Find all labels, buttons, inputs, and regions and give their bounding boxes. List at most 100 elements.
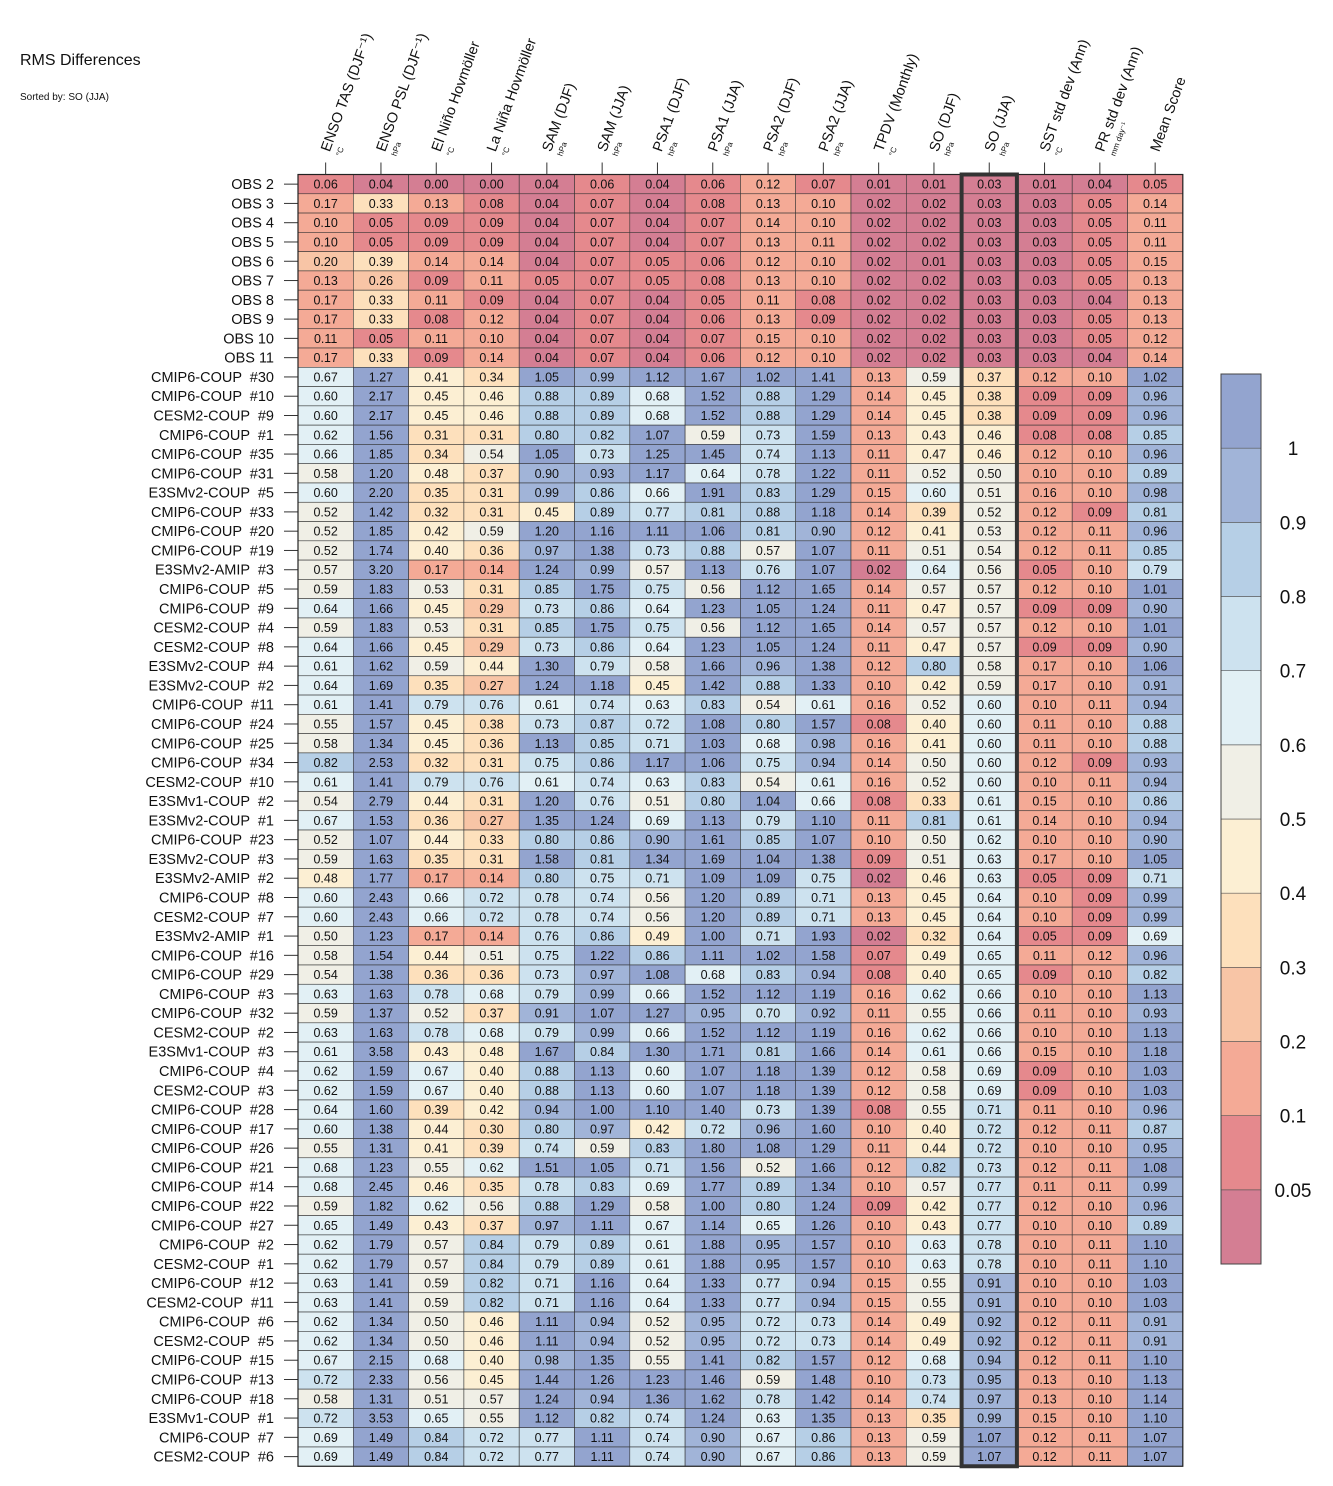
cell-value: 0.12	[1032, 1122, 1056, 1136]
cell-value: 0.17	[1032, 679, 1056, 693]
cell-value: 0.96	[1143, 390, 1167, 404]
cell-value: 0.31	[424, 428, 448, 442]
cell-value: 1.25	[645, 448, 669, 462]
cell-value: 0.37	[479, 467, 503, 481]
cell-value: 1.00	[701, 1199, 725, 1213]
cell-value: 0.10	[1088, 1103, 1112, 1117]
column-header: SO (JJA)hPa	[982, 93, 1017, 157]
cell-value: 0.02	[922, 216, 946, 230]
cell-value: 0.10	[1032, 467, 1056, 481]
cell-value: 0.49	[645, 930, 669, 944]
cell-value: 0.72	[313, 1412, 337, 1426]
cell-value: 0.80	[701, 795, 725, 809]
cell-value: 0.96	[1143, 525, 1167, 539]
row-label: CESM2-COUP #5	[153, 1334, 274, 1350]
cell-value: 0.91	[977, 1296, 1001, 1310]
cell-value: 0.10	[1088, 814, 1112, 828]
cell-value: 0.99	[590, 370, 614, 384]
cell-value: 0.50	[313, 930, 337, 944]
cell-value: 0.11	[867, 814, 890, 828]
cell-value: 0.39	[424, 1103, 448, 1117]
cell-value: 0.14	[866, 621, 890, 635]
cell-value: 0.59	[756, 1373, 780, 1387]
cell-value: 0.89	[1143, 1219, 1167, 1233]
cell-value: 0.77	[645, 505, 669, 519]
cell-value: 0.03	[977, 313, 1001, 327]
cell-value: 1.34	[369, 1315, 393, 1329]
cell-value: 1.34	[369, 737, 393, 751]
cell-value: 0.98	[811, 737, 835, 751]
cell-value: 0.44	[922, 1142, 946, 1156]
cell-value: 0.31	[479, 795, 503, 809]
cell-value: 0.34	[479, 370, 503, 384]
cell-value: 1.04	[756, 852, 780, 866]
cell-value: 0.64	[701, 467, 725, 481]
cell-value: 0.65	[424, 1412, 448, 1426]
cell-value: 0.61	[645, 1238, 669, 1252]
cell-value: 0.60	[922, 486, 946, 500]
cell-value: 0.64	[313, 1103, 337, 1117]
cell-value: 0.69	[1143, 930, 1167, 944]
cell-value: 0.13	[756, 235, 780, 249]
row-label: OBS 8	[231, 293, 274, 309]
cell-value: 0.03	[977, 332, 1001, 346]
cell-value: 0.15	[1032, 795, 1056, 809]
cell-value: 0.11	[867, 640, 890, 654]
cell-value: 0.68	[922, 1354, 946, 1368]
cell-value: 0.04	[1088, 178, 1112, 192]
cell-value: 0.86	[590, 602, 614, 616]
cell-value: 0.55	[922, 1277, 946, 1291]
cell-value: 0.08	[479, 197, 503, 211]
cell-value: 0.80	[535, 428, 559, 442]
cell-value: 0.91	[535, 1007, 559, 1021]
cell-value: 0.07	[590, 351, 614, 365]
cell-value: 0.42	[645, 1122, 669, 1136]
cell-value: 0.89	[1143, 467, 1167, 481]
cell-value: 0.73	[535, 968, 559, 982]
cell-value: 1.69	[701, 852, 725, 866]
cell-value: 0.82	[1143, 968, 1167, 982]
row-label: E3SMv2-AMIP #2	[155, 871, 274, 887]
cell-value: 0.03	[977, 197, 1001, 211]
cell-value: 0.10	[479, 332, 503, 346]
cell-value: 1.06	[1143, 660, 1167, 674]
row-label: CMIP6-COUP #27	[151, 1218, 274, 1234]
cell-value: 0.11	[1088, 1431, 1111, 1445]
cell-value: 0.59	[922, 1450, 946, 1464]
colorbar-label: 0.7	[1280, 662, 1306, 683]
cell-value: 0.66	[811, 795, 835, 809]
colorbar-label: 0.3	[1280, 958, 1306, 979]
cell-value: 0.09	[1088, 409, 1112, 423]
cell-value: 0.96	[1143, 949, 1167, 963]
cell-value: 1.11	[590, 1450, 613, 1464]
cell-value: 0.02	[866, 351, 890, 365]
cell-value: 0.81	[1143, 505, 1167, 519]
cell-value: 1.38	[811, 852, 835, 866]
cell-value: 0.13	[756, 274, 780, 288]
cell-value: 0.63	[977, 852, 1001, 866]
cell-value: 1.57	[369, 717, 393, 731]
cell-value: 0.10	[1032, 833, 1056, 847]
cell-value: 0.08	[866, 968, 890, 982]
cell-value: 0.11	[756, 293, 779, 307]
cell-value: 0.78	[424, 987, 448, 1001]
cell-value: 0.57	[977, 602, 1001, 616]
cell-value: 1.07	[1143, 1431, 1167, 1445]
cell-value: 0.01	[922, 178, 946, 192]
cell-value: 0.02	[866, 293, 890, 307]
cell-value: 0.14	[866, 390, 890, 404]
cell-value: 0.31	[479, 505, 503, 519]
cell-value: 1.05	[535, 448, 559, 462]
cell-value: 0.64	[645, 602, 669, 616]
cell-value: 0.59	[424, 660, 448, 674]
cell-value: 1.36	[645, 1392, 669, 1406]
cell-value: 0.12	[1143, 332, 1167, 346]
cell-value: 1.42	[369, 505, 393, 519]
cell-value: 0.60	[313, 891, 337, 905]
cell-value: 0.67	[424, 1084, 448, 1098]
cell-value: 0.10	[1088, 1277, 1112, 1291]
colorbar-segment	[1220, 670, 1262, 746]
cell-value: 0.02	[866, 274, 890, 288]
cell-value: 0.09	[424, 216, 448, 230]
cell-value: 0.13	[1032, 1392, 1056, 1406]
